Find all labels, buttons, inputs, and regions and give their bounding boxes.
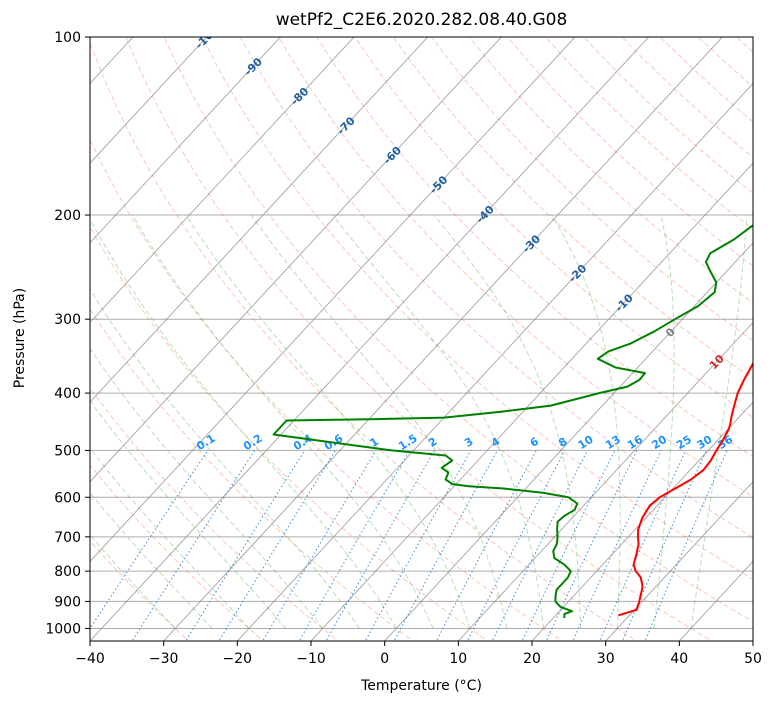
isotherm-line: [531, 401, 753, 641]
dry-adiabat-line: [90, 464, 265, 641]
isotherm-line: [90, 37, 355, 324]
x-tick-label: 10: [449, 651, 467, 667]
temperature-line: [618, 360, 753, 617]
moist-adiabat-line: [332, 214, 545, 629]
isotherm-line: [310, 162, 753, 641]
y-tick-label: 1000: [45, 622, 81, 638]
x-tick-label: 0: [380, 651, 389, 667]
isotherm-line: [90, 37, 503, 483]
mixing-ratio-line: [545, 450, 638, 641]
chart-title: wetPf2_C2E6.2020.282.08.40.G08: [275, 10, 568, 30]
mixing-ratio-line: [572, 450, 662, 641]
x-tick-label: −30: [149, 651, 179, 667]
sounding-traces: [272, 223, 753, 619]
mixing-ratio-line: [218, 450, 336, 641]
moist-adiabat-line: [90, 534, 176, 629]
y-tick-label: 400: [54, 386, 81, 402]
x-tick-label: 30: [597, 651, 615, 667]
mixing-ratio-line: [298, 450, 411, 641]
isotherm-line: [162, 37, 724, 641]
y-tick-label: 600: [54, 490, 81, 506]
dry-adiabat-line: [201, 37, 753, 580]
mixing-ratio-line: [185, 450, 306, 641]
x-tick-label: 20: [523, 651, 541, 667]
dry-adiabat-line: [90, 41, 638, 641]
dry-adiabat-line: [430, 37, 753, 342]
isotherm-line: [0, 24, 72, 644]
x-tick-label: −40: [75, 651, 105, 667]
dewpoint-line: [272, 223, 753, 619]
isotherm-line: [90, 37, 282, 244]
plot-area: [90, 37, 753, 641]
x-axis-label: Temperature (°C): [361, 678, 482, 694]
y-tick-label: 800: [54, 564, 81, 580]
y-tick-label: 300: [54, 312, 81, 328]
isotherm-line: [236, 82, 753, 641]
isotherm-line: [604, 480, 753, 641]
mixing-ratio-line: [393, 450, 498, 641]
isotherm-line: [90, 37, 208, 164]
isotherm-line: [90, 37, 576, 563]
mixing-ratio-line: [262, 450, 377, 641]
dry-adiabat-line: [278, 37, 753, 498]
isotherm-line: [383, 242, 753, 641]
y-tick-label: 900: [54, 594, 81, 610]
axis-ticks: −40 −30 −20 −10 0 10 20 30 40 50 1000 900 800 700 600 5…: [45, 30, 762, 667]
y-tick-label: 100: [54, 30, 81, 46]
x-tick-label: 40: [670, 651, 688, 667]
y-tick-label: 700: [54, 530, 81, 546]
x-tick-label: −10: [296, 651, 326, 667]
mixing-ratio-line: [644, 450, 728, 641]
isotherm-line: [90, 37, 429, 403]
background-lines: [0, 24, 753, 644]
mixing-ratio-line: [90, 450, 209, 630]
mixing-ratio-line: [466, 450, 566, 641]
isotherm-line: [752, 640, 753, 641]
y-axis-label: Pressure (hPa): [12, 287, 28, 389]
dry-adiabat-line: [392, 37, 753, 380]
x-tick-label: −20: [223, 651, 253, 667]
isotherm-line: [90, 37, 650, 641]
x-tick-label: 50: [744, 651, 762, 667]
isotherm-line: [457, 321, 753, 641]
mixing-ratio-line: [435, 450, 537, 641]
y-tick-label: 200: [54, 208, 81, 224]
isotherm-label: 20: [753, 382, 773, 402]
y-tick-label: 500: [54, 443, 81, 459]
dry-adiabat-line: [316, 37, 753, 458]
plot-frame: [89, 36, 754, 642]
mixing-ratio-line: [131, 450, 256, 641]
mixing-ratio-line: [521, 450, 616, 641]
